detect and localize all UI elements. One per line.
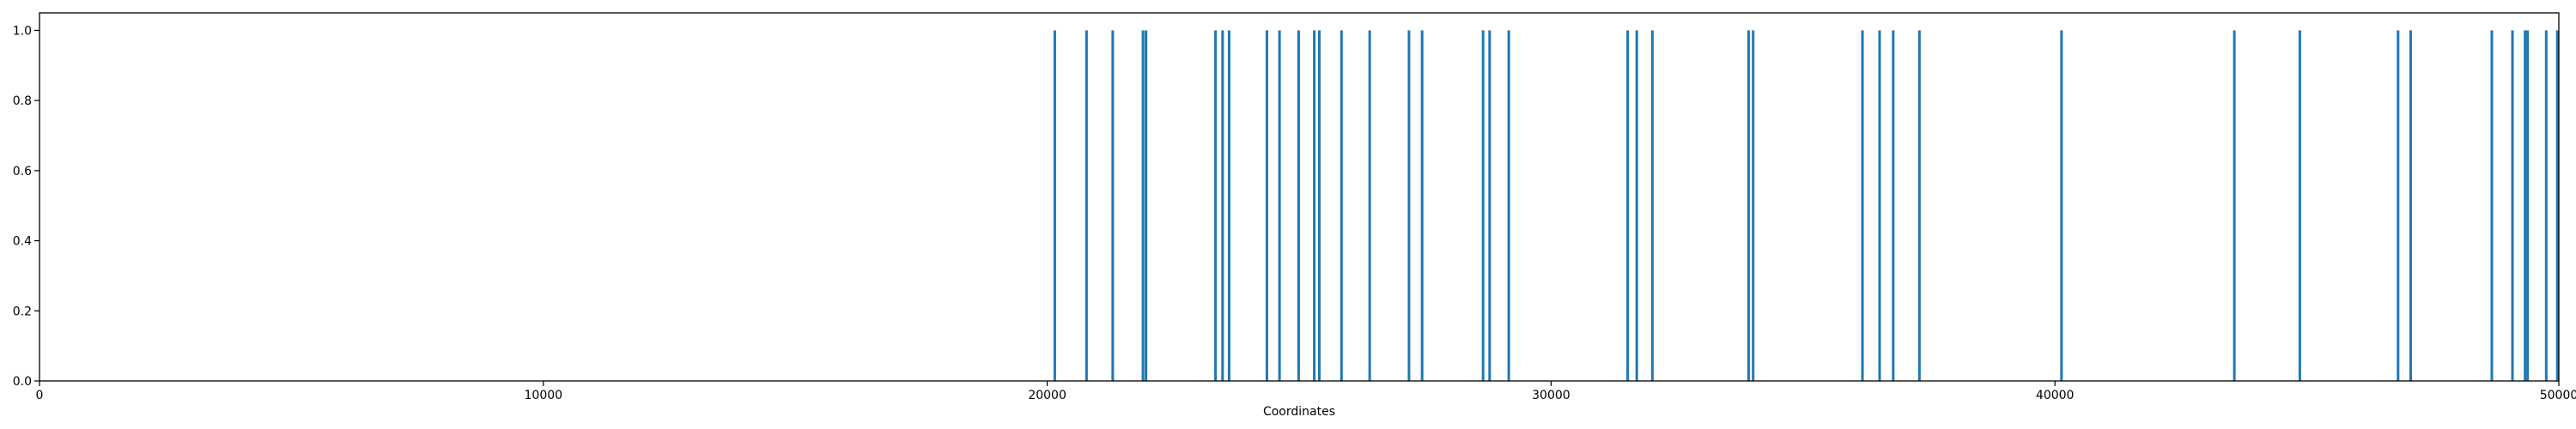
bar <box>2298 30 2301 382</box>
bar <box>1861 30 1864 382</box>
x-tick-label: 10000 <box>525 389 563 402</box>
y-tick-label: 0.6 <box>13 165 32 178</box>
y-tick-label: 0.4 <box>13 235 32 249</box>
x-axis-ticks: 0 10000 20000 30000 40000 50000 <box>36 381 2576 402</box>
x-tick-label: 50000 <box>2540 389 2576 402</box>
bar <box>1488 30 1492 382</box>
bar <box>1317 30 1321 382</box>
bar <box>1407 30 1411 382</box>
bar <box>2397 30 2400 382</box>
bar <box>1917 30 1921 382</box>
bar <box>1507 30 1510 382</box>
bar <box>2524 30 2527 382</box>
bar <box>2511 30 2514 382</box>
bar <box>2544 30 2548 382</box>
x-tick-label: 20000 <box>1028 389 1066 402</box>
bar <box>1635 30 1638 382</box>
x-tick-label: 0 <box>36 389 44 402</box>
x-axis-label: Coordinates <box>1263 405 1335 419</box>
bar <box>1145 30 1148 382</box>
bar <box>1278 30 1281 382</box>
y-tick-label: 0.0 <box>13 375 32 389</box>
bar <box>1111 30 1115 382</box>
bar <box>1227 30 1230 382</box>
bar <box>1892 30 1895 382</box>
bar <box>1650 30 1654 382</box>
bar <box>2526 30 2530 382</box>
bar <box>2490 30 2494 382</box>
bar <box>1084 30 1088 382</box>
bar <box>1053 30 1056 382</box>
bar <box>1752 30 1755 382</box>
bar <box>1340 30 1343 382</box>
bar <box>1747 30 1750 382</box>
bar <box>1878 30 1881 382</box>
bar <box>1265 30 1268 382</box>
bar <box>1626 30 1630 382</box>
bar <box>1313 30 1316 382</box>
y-tick-label: 0.2 <box>13 305 32 318</box>
bar <box>2060 30 2063 382</box>
y-axis-ticks: 0.0 0.2 0.4 0.6 0.8 1.0 <box>13 24 39 389</box>
bar <box>1481 30 1485 382</box>
bar <box>1214 30 1218 382</box>
y-tick-label: 1.0 <box>13 24 32 38</box>
bar <box>2409 30 2412 382</box>
bar <box>2555 30 2559 382</box>
bar <box>1141 30 1145 382</box>
x-tick-label: 30000 <box>1532 389 1571 402</box>
x-tick-label: 40000 <box>2036 389 2075 402</box>
y-tick-label: 0.8 <box>13 94 32 108</box>
bar <box>1297 30 1300 382</box>
bar <box>1420 30 1424 382</box>
bar <box>1368 30 1371 382</box>
bar <box>2233 30 2236 382</box>
plot-frame <box>39 12 2560 382</box>
bar-series <box>1053 30 2559 382</box>
bar <box>1221 30 1224 382</box>
